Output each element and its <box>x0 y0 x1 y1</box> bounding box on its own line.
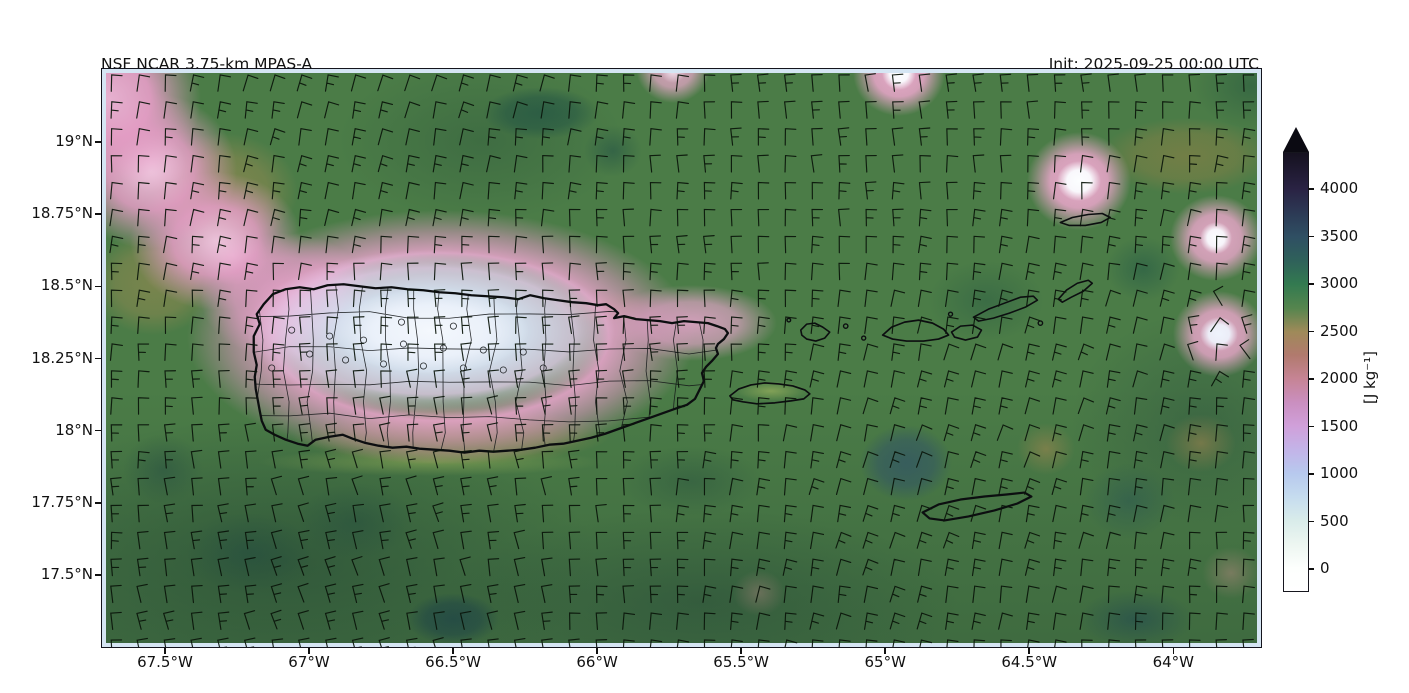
colorbar-tickmark <box>1308 330 1314 333</box>
y-tick-label: 17.5°N <box>40 564 93 583</box>
y-tickmark <box>95 285 101 288</box>
colorbar-tickmark <box>1308 188 1314 190</box>
colorbar-arrow-bottom <box>1283 592 1309 617</box>
colorbar-tick-label: 2000 <box>1320 369 1359 387</box>
colorbar-tick-label: 1000 <box>1320 464 1359 482</box>
x-tickmark <box>1172 648 1175 654</box>
y-tickmark <box>95 429 101 432</box>
x-tickmark <box>740 648 742 654</box>
st-john-coastline <box>950 324 983 341</box>
virgin-gorda-coastline <box>1057 279 1094 303</box>
vieques-coastline <box>729 382 811 405</box>
y-tick-label: 18.75°N <box>31 204 93 223</box>
colorbar-tick-label: 4000 <box>1320 179 1359 197</box>
colorbar-tick-label: 1500 <box>1320 416 1359 435</box>
culebra-coastline <box>799 322 831 342</box>
x-tick-label: 66°W <box>576 653 618 671</box>
y-tickmark <box>95 141 101 143</box>
x-tickmark <box>596 648 598 654</box>
y-tickmark <box>95 357 101 360</box>
colorbar-tick-label: 3500 <box>1320 226 1359 245</box>
y-tick-label: 18°N <box>55 420 93 439</box>
wind-barbs-layer <box>109 73 1256 647</box>
y-tick-label: 18.5°N <box>40 276 93 295</box>
x-tick-label: 64.5°W <box>1001 653 1058 671</box>
y-tickmark <box>95 213 101 216</box>
colorbar-tickmark <box>1308 235 1314 238</box>
puerto-rico-coastline <box>252 283 730 454</box>
x-tickmark <box>1028 648 1031 654</box>
x-tick-label: 66.5°W <box>425 653 481 671</box>
y-tick-label: 19°N <box>55 132 93 151</box>
small-cays <box>786 311 1044 341</box>
x-tick-label: 65°W <box>864 653 906 671</box>
colorbar-tick-label: 2500 <box>1320 321 1359 340</box>
colorbar-tick-label: 3000 <box>1320 274 1359 292</box>
colorbar-tickmark <box>1308 283 1314 285</box>
x-tickmark <box>308 648 310 654</box>
colorbar-tick-label: 500 <box>1320 511 1349 530</box>
y-tick-label: 17.75°N <box>31 492 93 511</box>
x-tick-label: 67.5°W <box>137 653 193 671</box>
colorbar-tickmark <box>1308 425 1314 428</box>
colorbar-tickmark <box>1308 520 1314 523</box>
colorbar-tickmark <box>1308 378 1314 380</box>
x-tickmark <box>452 648 454 654</box>
anegada-coastline <box>1059 212 1112 227</box>
colorbar-unit-label: [J kg⁻¹] <box>1361 350 1379 404</box>
colorbar-tickmark <box>1308 568 1314 570</box>
colorbar-gradient <box>1283 152 1309 592</box>
x-tickmark <box>884 648 886 654</box>
colorbar-tick-label: 0 <box>1320 559 1330 577</box>
y-tickmark <box>95 574 101 576</box>
x-tickmark <box>164 648 166 654</box>
y-tick-label: 18.25°N <box>31 348 93 367</box>
map-frame <box>101 68 1262 648</box>
x-tick-label: 65.5°W <box>713 653 770 671</box>
map-overlay <box>109 73 1256 647</box>
y-tickmark <box>95 501 101 504</box>
cape-field <box>102 69 1261 647</box>
coastline-layer <box>252 212 1112 522</box>
x-tick-label: 64°W <box>1152 653 1194 671</box>
x-tick-label: 67°W <box>288 653 330 671</box>
colorbar-tickmark <box>1308 473 1314 475</box>
colorbar-arrow-top <box>1283 127 1309 152</box>
